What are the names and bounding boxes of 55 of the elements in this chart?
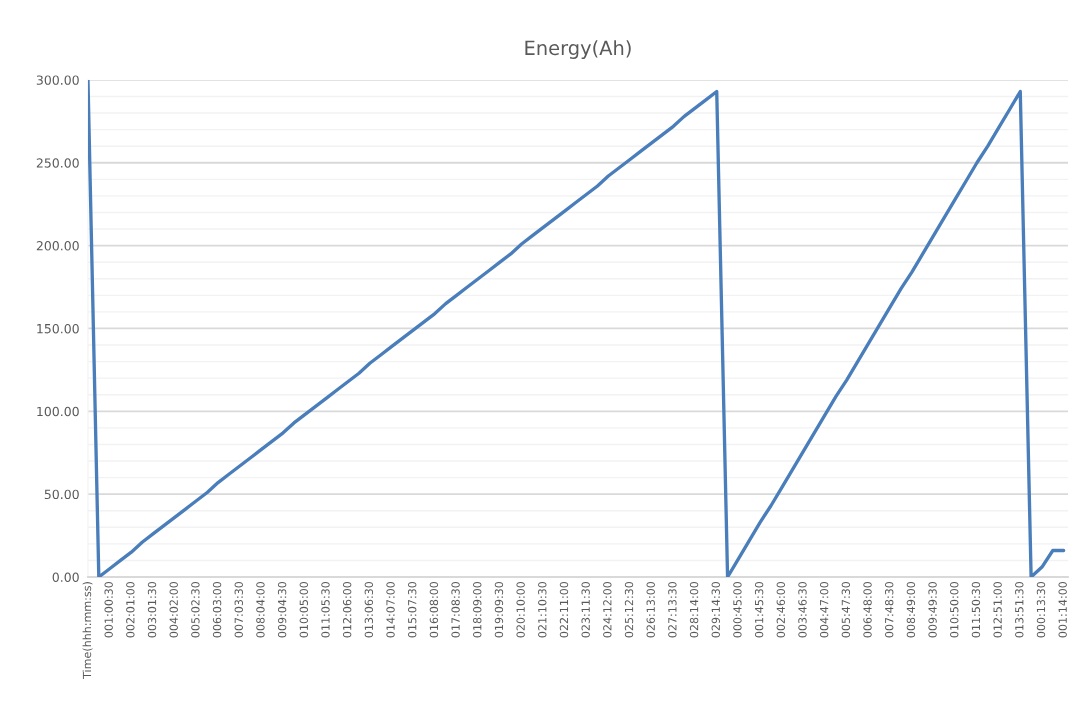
x-tick-label: 016:08:00 bbox=[429, 581, 439, 638]
line-series bbox=[87, 79, 1066, 578]
x-tick-label: 008:04:00 bbox=[256, 581, 265, 638]
x-tick-label: 010:50:00 bbox=[950, 581, 959, 638]
x-tick-label: 018:09:00 bbox=[473, 581, 482, 638]
y-tick-label: 100.00 bbox=[37, 406, 79, 417]
x-tick-label: 022:11:00 bbox=[559, 581, 569, 638]
x-tick-label: 007:03:30 bbox=[234, 581, 243, 638]
x-tick-label: 005:47:30 bbox=[841, 581, 851, 638]
x-tick-label: 029:14:30 bbox=[711, 581, 720, 638]
x-tick-label: 000:45:00 bbox=[733, 581, 742, 638]
x-tick-label: 015:07:30 bbox=[408, 581, 417, 638]
x-tick-label: 010:05:00 bbox=[299, 581, 309, 638]
x-tick-label: 006:48:00 bbox=[863, 581, 872, 638]
x-tick-label: 011:50:30 bbox=[971, 581, 981, 638]
x-tick-label: 004:02:00 bbox=[169, 581, 178, 638]
x-tick-label: 017:08:30 bbox=[451, 581, 460, 638]
x-tick-label: 025:12:30 bbox=[624, 581, 634, 638]
x-tick-label: 014:07:00 bbox=[386, 581, 395, 638]
x-tick-label: 004:47:00 bbox=[819, 581, 829, 638]
x-tick-label: 011:05:30 bbox=[321, 581, 330, 638]
y-tick-label: 200.00 bbox=[36, 241, 79, 251]
x-tick-label: 024:12:00 bbox=[603, 581, 612, 638]
x-tick-label: 012:06:00 bbox=[342, 581, 352, 638]
x-tick-label: 012:51:00 bbox=[993, 581, 1002, 638]
x-tick-label: 002:01:00 bbox=[126, 581, 135, 638]
x-tick-label: 028:14:00 bbox=[689, 581, 699, 638]
x-tick-label: 008:49:00 bbox=[906, 581, 916, 638]
x-tick-label: 019:09:30 bbox=[494, 581, 504, 638]
y-tick-label: 150.00 bbox=[37, 323, 79, 334]
x-tick-label: 005:02:30 bbox=[191, 581, 200, 638]
x-tick-label: 007:48:30 bbox=[885, 581, 894, 638]
x-tick-label: 006:03:00 bbox=[212, 581, 222, 638]
x-tick-label: 003:01:30 bbox=[147, 581, 157, 638]
x-tick-label: 002:46:00 bbox=[776, 581, 785, 638]
x-tick-label: 009:04:30 bbox=[277, 581, 287, 638]
x-tick-label: 001:00:30 bbox=[104, 581, 113, 638]
x-tick-label: 027:13:30 bbox=[668, 581, 677, 638]
x-tick-label: 001:45:30 bbox=[754, 581, 764, 638]
x-tick-label: 023:11:30 bbox=[581, 581, 590, 638]
x-tick-label: 013:51:30 bbox=[1015, 581, 1024, 638]
x-tick-label: 009:49:30 bbox=[928, 581, 937, 638]
x-tick-label: 000:13:30 bbox=[1036, 581, 1046, 638]
y-tick-label: 0.00 bbox=[52, 572, 79, 582]
x-tick-label: 003:46:30 bbox=[798, 581, 807, 638]
y-tick-label: 250.00 bbox=[36, 158, 79, 168]
x-tick-label: 026:13:00 bbox=[646, 581, 655, 638]
x-tick-label: 013:06:30 bbox=[364, 581, 374, 638]
x-tick-label: 020:10:00 bbox=[516, 581, 525, 638]
y-tick-label: 50.00 bbox=[44, 489, 79, 500]
x-tick-label: 001:14:00 bbox=[1058, 581, 1067, 638]
x-tick-label: Time(hhh:mm:ss) bbox=[82, 582, 93, 679]
x-tick-label: 021:10:30 bbox=[538, 581, 547, 638]
chart-title: Energy(Ah) bbox=[525, 40, 631, 59]
y-tick-label: 300.00 bbox=[36, 75, 79, 85]
